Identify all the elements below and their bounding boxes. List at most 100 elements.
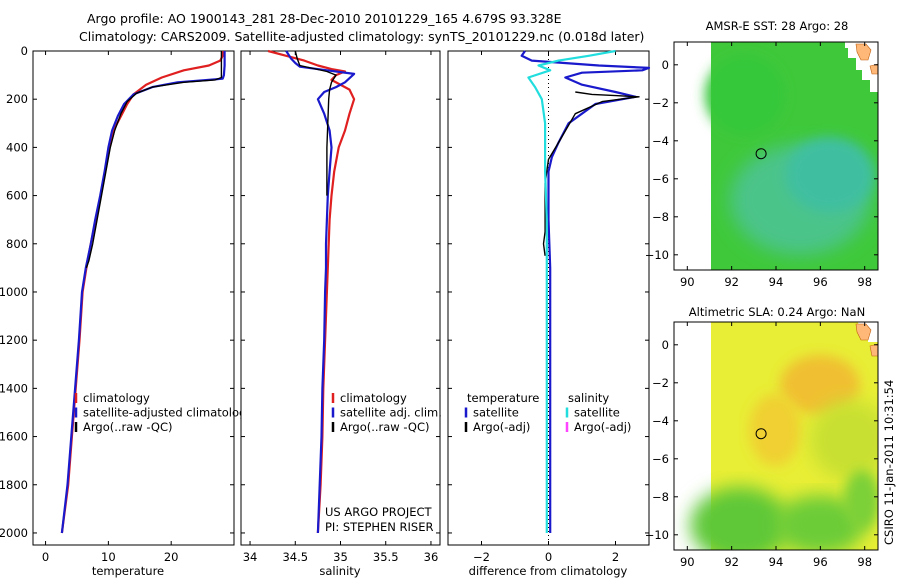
salinity-xlabel: salinity xyxy=(319,564,360,578)
temperature-series-argo-raw-qc xyxy=(85,51,223,269)
temperature-ytick-label-800: 800 xyxy=(6,237,28,251)
sst-map-xtick-label-94: 94 xyxy=(769,275,784,289)
temperature-ytick-label-200: 200 xyxy=(6,92,28,106)
salinity-axes-box xyxy=(240,50,441,546)
temperature-x-ticks: 0 10 20 xyxy=(42,51,179,564)
difference-series-temperature-satellite xyxy=(520,50,651,533)
salinity-xtick-label-35-5: 35.5 xyxy=(373,550,399,564)
temperature-xtick-label-10: 10 xyxy=(101,550,116,564)
difference-legend-label-4: satellite xyxy=(574,406,620,420)
sla-low-patch-3 xyxy=(844,470,878,530)
difference-legend: temperaturesatelliteArgo(-adj)salinitysa… xyxy=(464,391,631,434)
sst-land-sumatra xyxy=(855,43,872,61)
temperature-ytick-label-1200: 1200 xyxy=(0,333,28,347)
temperature-ytick-label-0: 0 xyxy=(21,44,28,58)
temperature-xlabel: temperature xyxy=(92,564,164,578)
temperature-xtick-label-20: 20 xyxy=(164,550,179,564)
sst-map-ytick-label-4: −4 xyxy=(652,134,669,148)
sst-cool-core xyxy=(785,137,875,213)
sst-field xyxy=(705,42,878,270)
salinity-annotation-line-2: PI: STEPHEN RISER xyxy=(325,520,434,534)
sla-map-ytick-label-0: 0 xyxy=(662,338,669,352)
difference-series-temperature-argo-adj xyxy=(542,91,640,256)
sla-map: Altimetric SLA: 0.24 Argo: NaN 90 92 94 96 9… xyxy=(645,305,879,569)
sst-map-xtick-label-92: 92 xyxy=(724,275,739,289)
difference-panel: −2 0 2 temperaturesatelliteArgo(-adj)salin… xyxy=(447,49,651,578)
difference-legend-label-2: Argo(-adj) xyxy=(473,420,530,434)
difference-xtick-label-2: 2 xyxy=(612,550,619,564)
salinity-legend-label-2: Argo(..raw -QC) xyxy=(340,420,430,434)
difference-xtick-label-0: 0 xyxy=(545,550,552,564)
difference-xtick-label-2: −2 xyxy=(473,550,490,564)
salinity-xtick-label-35: 35 xyxy=(333,550,348,564)
sst-map-ytick-label-6: −6 xyxy=(652,172,669,186)
salinity-series-argo-raw-qc xyxy=(294,50,337,196)
salinity-series xyxy=(267,49,356,534)
header-line-2: Climatology: CARS2009. Satellite-adjuste… xyxy=(79,29,644,44)
sst-map-xtick-label-98: 98 xyxy=(857,275,872,289)
side-label: CSIRO 11-Jan-2011 10:31:54 xyxy=(882,380,896,545)
sla-map-xtick-label-94: 94 xyxy=(769,555,784,569)
sst-map-title: AMSR-E SST: 28 Argo: 28 xyxy=(706,19,849,33)
temperature-ytick-label-1000: 1000 xyxy=(0,285,28,299)
sst-map-ticks: 90 92 94 96 98 0 −2 −4 −6 −8 −10 xyxy=(645,42,878,289)
difference-axes-box xyxy=(447,50,650,546)
sst-map-ytick-label-10: −10 xyxy=(645,248,669,262)
temperature-ytick-label-1600: 1600 xyxy=(0,430,28,444)
difference-legend-label-3: salinity xyxy=(568,391,609,405)
temperature-legend-label-0: climatology xyxy=(83,391,150,405)
sla-map-xtick-label-98: 98 xyxy=(857,555,872,569)
header-line-1: Argo profile: AO 1900143_281 28-Dec-2010… xyxy=(87,11,562,26)
sst-map: AMSR-E SST: 28 Argo: 28 90 92 94 96 98 0 −2 −4 −… xyxy=(645,19,879,289)
sla-map-ytick-label-10: −10 xyxy=(645,528,669,542)
sla-land-sumatra xyxy=(855,323,872,341)
salinity-legend-label-1: satellite adj. clim. xyxy=(340,406,442,420)
salinity-y-ticks xyxy=(241,50,440,534)
temperature-ytick-label-2000: 2000 xyxy=(0,526,28,540)
sla-map-ytick-label-4: −4 xyxy=(652,414,669,428)
sst-map-xtick-label-90: 90 xyxy=(680,275,695,289)
temperature-series xyxy=(60,50,226,534)
temperature-xtick-label-0: 0 xyxy=(42,550,49,564)
salinity-xtick-label-34: 34 xyxy=(243,550,258,564)
difference-legend-label-1: satellite xyxy=(473,406,519,420)
sla-map-xtick-label-90: 90 xyxy=(680,555,695,569)
difference-y-ticks xyxy=(448,50,649,534)
sst-map-ytick-label-2: −2 xyxy=(652,96,669,110)
temperature-ytick-label-1400: 1400 xyxy=(0,381,28,395)
sst-float-marker xyxy=(755,148,767,160)
difference-x-ticks: −2 0 2 xyxy=(473,51,619,564)
sla-map-ytick-label-8: −8 xyxy=(652,490,669,504)
sla-map-ytick-label-6: −6 xyxy=(652,452,669,466)
sst-warm-patch xyxy=(705,55,785,135)
temperature-legend-label-2: Argo(..raw -QC) xyxy=(83,420,173,434)
sla-map-ticks: 90 92 94 96 98 0 −2 −4 −6 −8 −10 xyxy=(645,322,878,569)
temperature-ytick-label-400: 400 xyxy=(6,140,28,154)
sla-map-xtick-label-92: 92 xyxy=(724,555,739,569)
salinity-annotation-line-1: US ARGO PROJECT xyxy=(325,505,433,519)
temperature-axes-box xyxy=(32,50,235,546)
salinity-legend-label-0: climatology xyxy=(340,391,407,405)
sla-low-patch xyxy=(690,487,790,550)
salinity-xtick-label-34-5: 34.5 xyxy=(282,550,308,564)
temperature-ytick-label-600: 600 xyxy=(6,189,28,203)
salinity-xtick-label-36: 36 xyxy=(424,550,439,564)
sst-map-xtick-label-96: 96 xyxy=(813,275,828,289)
difference-xlabel: difference from climatology xyxy=(469,564,628,578)
temperature-panel: 0 200 400 600 800 1000 1200 1400 1600 1800 2000 0 1… xyxy=(0,44,253,578)
sst-map-ytick-label-0: 0 xyxy=(662,58,669,72)
temperature-y-ticks: 0 200 400 600 800 1000 1200 1400 1600 1800 2000 xyxy=(0,44,234,540)
salinity-series-satellite-adj-clim xyxy=(285,50,356,534)
sla-map-xtick-label-96: 96 xyxy=(813,555,828,569)
difference-series xyxy=(520,49,651,533)
sst-map-ytick-label-8: −8 xyxy=(652,210,669,224)
temperature-legend-label-1: satellite-adjusted climatology xyxy=(83,406,253,420)
difference-legend-label-0: temperature xyxy=(467,391,539,405)
sla-high-patch-2 xyxy=(749,394,801,466)
sla-mid-patch xyxy=(810,400,878,480)
temperature-ytick-label-1800: 1800 xyxy=(0,478,28,492)
sla-low-patch-2 xyxy=(775,495,865,550)
